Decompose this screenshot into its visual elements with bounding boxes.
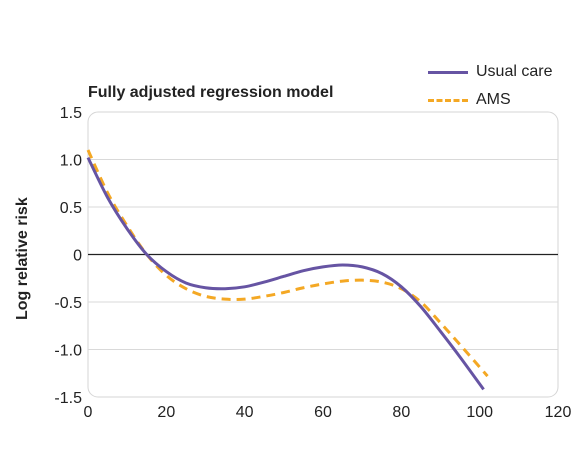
legend-item-ams: AMS [428, 88, 552, 112]
y-tick-label: -1.0 [54, 343, 82, 360]
y-tick-label: 0.5 [60, 200, 82, 217]
x-tick-label: 0 [84, 404, 93, 421]
y-tick-label: 0 [73, 248, 82, 265]
chart-title: Fully adjusted regression model [88, 84, 334, 101]
x-tick-label: 60 [314, 404, 332, 421]
x-tick-label: 120 [545, 404, 572, 421]
legend-swatch-usual-care [428, 70, 468, 74]
legend: Usual care AMS [428, 60, 552, 116]
x-tick-label: 40 [236, 404, 254, 421]
y-tick-label: -1.5 [54, 390, 82, 407]
legend-label-usual-care: Usual care [476, 63, 553, 80]
legend-item-usual-care: Usual care [428, 60, 552, 84]
series-line-ams [86, 149, 489, 378]
y-tick-label: 1.0 [60, 153, 82, 170]
series-line-usual-care [86, 156, 485, 391]
x-tick-label: 80 [392, 404, 410, 421]
legend-label-ams: AMS [476, 91, 511, 108]
x-tick-label: 20 [157, 404, 175, 421]
x-tick-label: 100 [466, 404, 493, 421]
y-tick-label: -0.5 [54, 295, 82, 312]
y-tick-label: 1.5 [60, 105, 82, 122]
legend-swatch-ams [428, 98, 468, 102]
